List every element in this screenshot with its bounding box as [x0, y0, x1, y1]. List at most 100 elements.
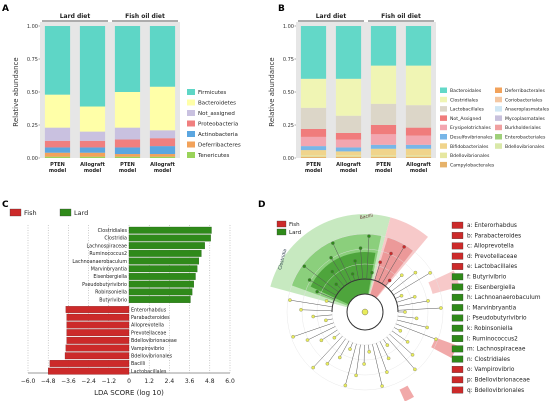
cladogram-ring — [286, 233, 444, 391]
x-tick-label: model — [410, 168, 428, 174]
clade-label-clostridia: Clostridia — [277, 248, 288, 270]
key-swatch — [451, 293, 464, 301]
cladogram-branch — [378, 253, 392, 282]
cladogram-node — [348, 347, 352, 351]
legend-swatch — [440, 115, 447, 121]
bar-segment-not-assigned — [405, 127, 432, 136]
bar-segment-tenericutes — [79, 156, 106, 158]
cladogram-node — [324, 299, 329, 303]
bar-label: Lactobacillales — [131, 369, 167, 375]
panel-label-d: D — [258, 200, 265, 210]
x-tick-label: Allograft — [150, 162, 175, 168]
bar-label: Bdellovibrionaceae — [131, 338, 177, 344]
legend-label: Actinobacteria — [198, 132, 238, 138]
x-tick-label: Allograft — [406, 162, 431, 168]
legend-swatch — [495, 87, 502, 93]
cladogram-node — [410, 353, 415, 357]
key-swatch — [451, 324, 464, 332]
bar-segment-clostridiales — [335, 78, 362, 116]
cladogram-node — [405, 340, 410, 344]
key-swatch — [451, 355, 464, 363]
cladogram-node — [334, 282, 338, 286]
bar-lard — [128, 226, 212, 234]
x-tick-label: PTEN — [376, 162, 391, 168]
bar-segment-proteobacteria — [114, 139, 141, 148]
cladogram-node — [413, 367, 417, 372]
cladogram-node — [403, 310, 407, 314]
key-label: q: Bdellovibrionales — [467, 388, 524, 394]
cladogram-branch — [289, 299, 333, 308]
cladogram-branch — [393, 272, 431, 296]
cladogram-node — [330, 269, 335, 274]
bar-segment-proteobacteria — [149, 138, 176, 147]
bar-label: Clostridiales — [98, 228, 128, 234]
legend-swatch — [187, 110, 195, 116]
panel-label-a: A — [2, 4, 9, 14]
cladogram-branch — [332, 271, 345, 287]
bar-segment-bacteroidales — [370, 26, 397, 66]
cladogram-node — [338, 355, 342, 360]
cladogram-node — [353, 259, 357, 263]
bar-label: Pseudobutyrivibrio — [82, 282, 127, 288]
cladogram-node — [428, 271, 432, 275]
bar-segment-bacteroidales — [405, 26, 432, 66]
key-label: h: Lachnoanaerobaculum — [467, 295, 541, 301]
legend-label: Bifidobacteriales — [450, 144, 489, 150]
bar-segment-firmicutes — [79, 26, 106, 107]
bar-segment-deferribacteres — [44, 152, 71, 157]
bar-label: Butyrivibrio — [99, 297, 127, 303]
cladogram-node — [439, 306, 443, 310]
legend-label: Lactobacillales — [450, 107, 485, 113]
x-tick-label: model — [119, 168, 137, 174]
bar-fish — [66, 313, 130, 321]
bar-segment-erysipelotrichales — [405, 135, 432, 145]
cladogram-node — [291, 334, 295, 339]
cladogram-node — [350, 272, 355, 276]
bar-label: Lachnoanaerobaculum — [72, 259, 127, 265]
legend-label: Erysipelotrichales — [450, 125, 491, 131]
x-tick-label: −3.6 — [61, 378, 76, 385]
cladogram-branch — [372, 344, 383, 387]
x-tick-label: 1.2 — [144, 378, 154, 385]
bar-fish — [65, 306, 130, 313]
bar-segment-tenericutes — [149, 156, 176, 158]
legend-label: Bacteroidetes — [198, 101, 236, 107]
cladogram-node — [385, 343, 390, 347]
bar-segment-not-assigned — [300, 128, 327, 137]
cladogram-node — [354, 373, 358, 378]
x-tick-label: model — [305, 168, 323, 174]
cladogram-node — [385, 370, 389, 374]
legend-swatch — [495, 134, 502, 140]
cladogram-node — [414, 316, 419, 321]
bar-label: Marvinbryantia — [91, 267, 127, 273]
key-label: g: Eisenbergiella — [467, 285, 516, 291]
y-tick-label: 0.75 — [27, 57, 38, 63]
x-tick-label: PTEN — [120, 162, 135, 168]
legend-label: Desulfovibrionales — [450, 135, 493, 141]
x-tick-label: 0 — [127, 378, 131, 385]
legend-label: Not_Assigned — [450, 116, 481, 122]
key-label: n: Clostridiales — [467, 357, 510, 363]
key-swatch — [451, 283, 464, 291]
legend-label: Not_assigned — [198, 111, 235, 117]
group-label: Fish oil diet — [381, 13, 421, 20]
panel-label-c: C — [2, 200, 9, 210]
key-swatch — [451, 221, 464, 229]
bar-segment-deferribacteres — [149, 154, 176, 157]
cladogram-node — [412, 295, 417, 299]
cladogram-node — [378, 260, 382, 265]
bar-segment-desulfovibrionales — [405, 144, 432, 149]
legend-label: Tenericutes — [197, 153, 230, 159]
cladogram-node — [380, 384, 384, 388]
bar-segment-bacteroidales — [300, 26, 327, 79]
cladogram-node — [425, 325, 429, 330]
bar-lard — [128, 288, 193, 296]
x-tick-label: model — [154, 168, 172, 174]
cladogram-node — [331, 241, 335, 245]
x-tick-label: −1.2 — [102, 378, 117, 385]
bar-segment-firmicutes — [149, 26, 176, 87]
legend-label: Firmicutes — [198, 90, 226, 96]
x-tick-label: 6.0 — [225, 378, 235, 385]
bar-segment-bacteroidetes — [44, 94, 71, 128]
key-swatch — [451, 273, 464, 281]
